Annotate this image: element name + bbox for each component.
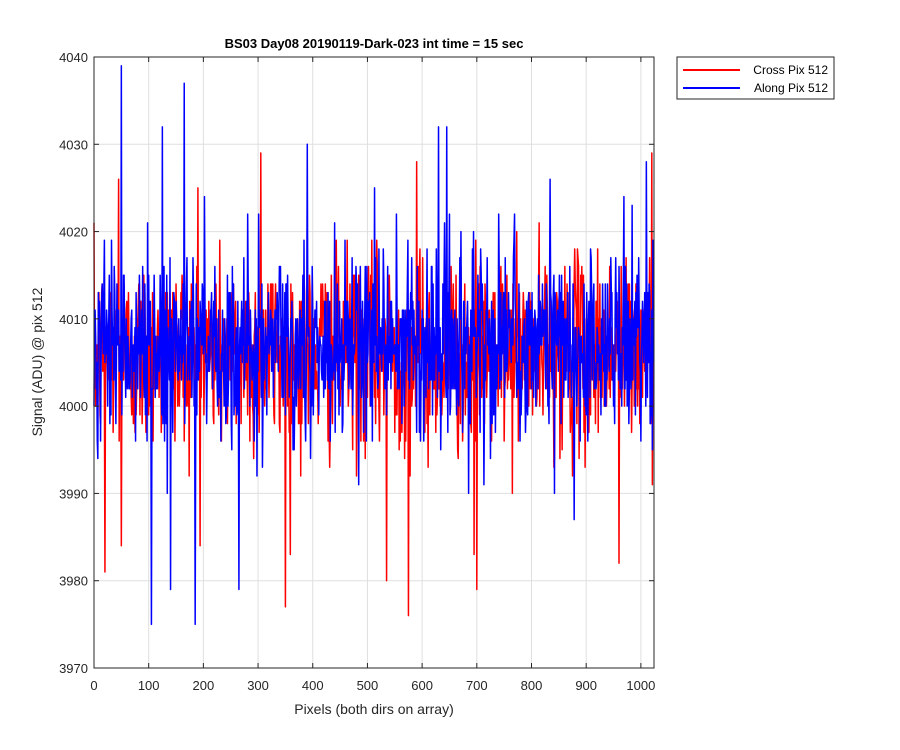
legend: Cross Pix 512 Along Pix 512 — [676, 56, 835, 100]
y-tick-label: 4020 — [59, 225, 88, 240]
x-tick-label: 400 — [302, 678, 324, 693]
legend-box — [676, 56, 835, 100]
x-tick-label: 300 — [247, 678, 269, 693]
series-line-along-pix-512 — [93, 64, 655, 626]
legend-label-cross: Cross Pix 512 — [753, 63, 828, 77]
x-tick-label: 0 — [90, 678, 97, 693]
x-tick-label: 700 — [466, 678, 488, 693]
y-tick-label: 4000 — [59, 399, 88, 414]
x-tick-label: 100 — [138, 678, 160, 693]
y-tick-label: 4040 — [59, 50, 88, 65]
axis-ticks: 0 100 200 300 400 500 600 700 800 900 1000 3970 3980… — [59, 50, 655, 693]
plot-frame — [93, 56, 655, 669]
x-tick-label: 800 — [521, 678, 543, 693]
y-tick-label: 4030 — [59, 137, 88, 152]
x-axis-label: Pixels (both dirs on array) — [294, 701, 454, 717]
legend-label-along: Along Pix 512 — [754, 81, 828, 95]
x-tick-label: 600 — [411, 678, 433, 693]
chart-title: BS03 Day08 20190119-Dark-023 int time = … — [225, 36, 524, 51]
y-tick-label: 3990 — [59, 486, 88, 501]
x-tick-label: 900 — [575, 678, 597, 693]
y-tick-label: 3980 — [59, 574, 88, 589]
y-tick-label: 4010 — [59, 312, 88, 327]
x-tick-label: 200 — [193, 678, 215, 693]
x-tick-label: 500 — [357, 678, 379, 693]
y-axis-label: Signal (ADU) @ pix 512 — [29, 287, 45, 436]
x-tick-label: 1000 — [626, 678, 655, 693]
y-tick-label: 3970 — [59, 661, 88, 676]
series-layer — [93, 64, 655, 626]
